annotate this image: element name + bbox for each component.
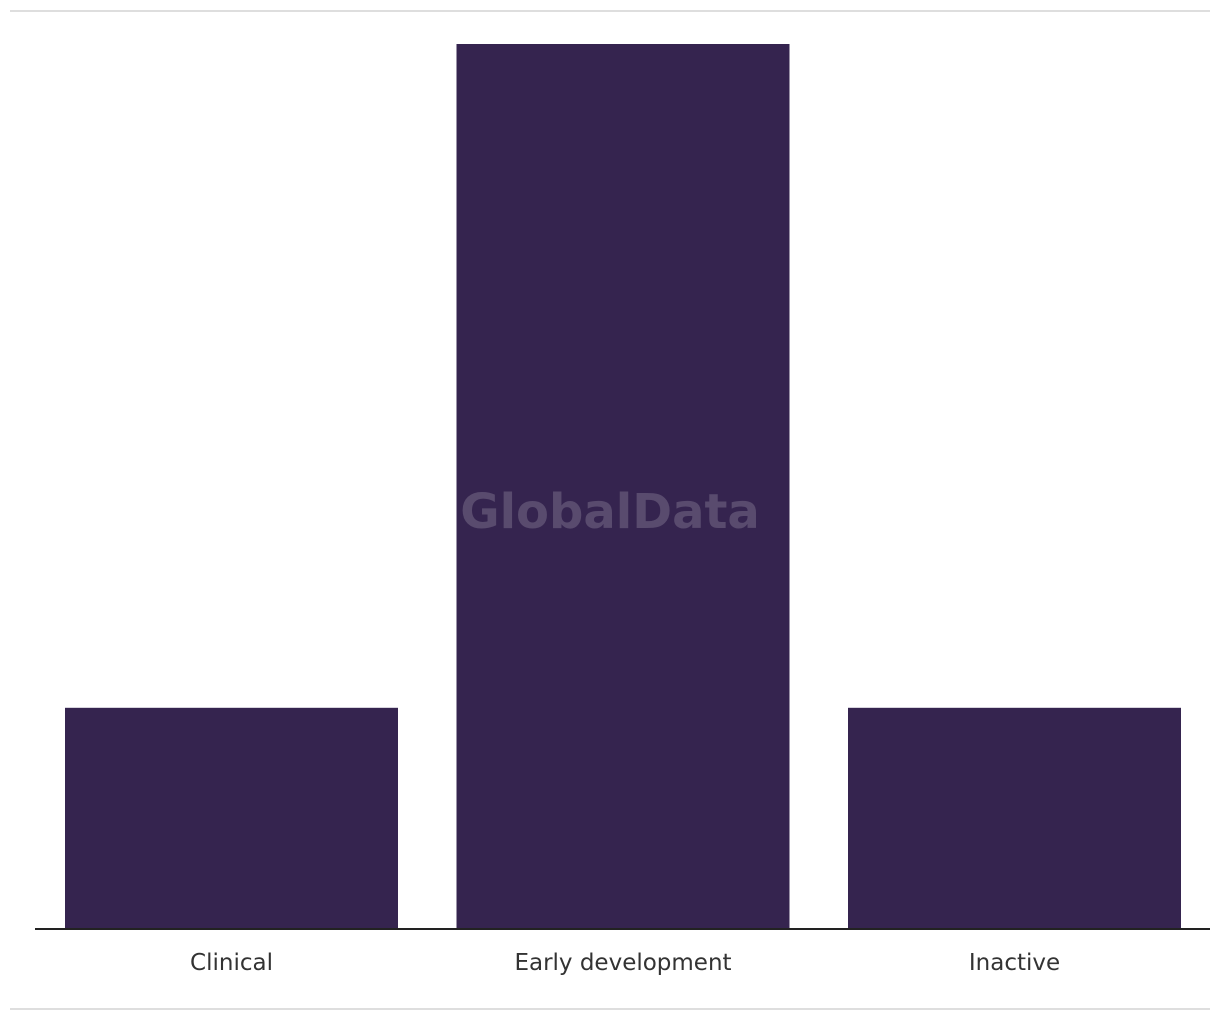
tick-label-inactive: Inactive [969,950,1060,976]
bar-early-development [456,44,790,929]
bars-group [65,44,1181,930]
bar-inactive [848,707,1181,930]
tick-label-clinical: Clinical [190,950,273,976]
x-tick-labels: Clinical Early development Inactive [190,950,1060,976]
bar-clinical [65,707,398,930]
tick-label-early-development: Early development [514,950,731,976]
watermark: GlobalData [460,484,760,540]
frame-top-rule [10,10,1210,12]
frame-bottom-rule [10,1008,1210,1010]
